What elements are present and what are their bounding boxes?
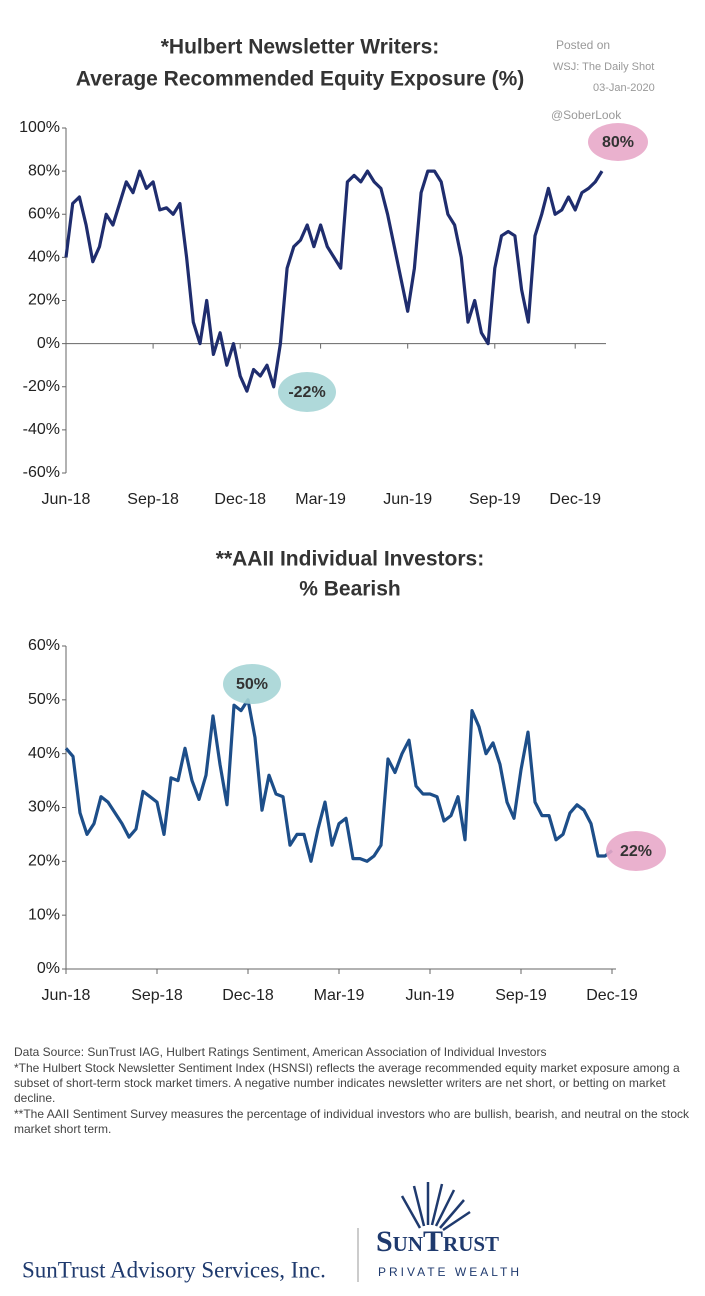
y-tick-label: 50% <box>28 691 60 708</box>
y-tick-label: 40% <box>28 745 60 762</box>
annotation-bubble <box>606 831 666 871</box>
annotation-bubble <box>223 664 281 704</box>
data-line <box>64 169 604 393</box>
y-tick-label: 20% <box>28 853 60 870</box>
y-tick-label: -40% <box>23 421 60 438</box>
annotation-bubble <box>278 372 336 412</box>
watermark: @SoberLook <box>551 108 622 122</box>
chart-title: % Bearish <box>299 578 401 601</box>
y-tick-label: 20% <box>28 292 60 309</box>
logo-company: SunTrust Advisory Services, Inc. <box>22 1257 326 1282</box>
annotation-bubble <box>588 123 648 161</box>
logo-tagline: PRIVATE WEALTH <box>378 1265 522 1279</box>
y-tick-label: 100% <box>19 119 60 136</box>
chart-title: Average Recommended Equity Exposure (%) <box>76 68 525 91</box>
x-tick-label: Sep-19 <box>469 491 521 508</box>
x-tick-label: Jun-18 <box>42 491 91 508</box>
y-tick-label: 10% <box>28 906 60 923</box>
note: **The AAII Sentiment Survey measures the… <box>14 1107 690 1136</box>
x-tick-label: Sep-19 <box>495 987 547 1004</box>
y-tick-label: 0% <box>37 960 60 977</box>
y-tick-label: -20% <box>23 378 60 395</box>
notes: Data Source: SunTrust IAG, Hulbert Ratin… <box>14 1045 699 1138</box>
annotation: 80% <box>602 134 634 151</box>
annotation: 22% <box>620 843 652 860</box>
chart-title: **AAII Individual Investors: <box>216 548 484 571</box>
x-tick-label: Dec-19 <box>549 491 601 508</box>
y-tick-label: 0% <box>37 335 60 352</box>
note: *The Hulbert Stock Newsletter Sentiment … <box>14 1061 680 1105</box>
x-tick-label: Jun-19 <box>406 987 455 1004</box>
annotation: -22% <box>288 384 325 401</box>
logo-brand: SunTrust <box>376 1225 499 1258</box>
y-tick-label: 60% <box>28 205 60 222</box>
x-tick-label: Dec-18 <box>214 491 266 508</box>
y-tick-label: 30% <box>28 799 60 816</box>
annotation: 50% <box>236 676 268 693</box>
watermark: WSJ: The Daily Shot <box>553 61 654 73</box>
x-tick-label: Sep-18 <box>131 987 183 1004</box>
watermark: Posted on <box>556 38 610 52</box>
x-tick-label: Dec-19 <box>586 987 638 1004</box>
data-line <box>64 698 613 863</box>
chart-title: *Hulbert Newsletter Writers: <box>161 36 440 59</box>
watermark: 03-Jan-2020 <box>593 82 655 94</box>
y-tick-label: 40% <box>28 249 60 266</box>
x-tick-label: Sep-18 <box>127 491 179 508</box>
x-tick-label: Jun-19 <box>383 491 432 508</box>
y-tick-label: -60% <box>23 464 60 481</box>
y-tick-label: 60% <box>28 637 60 654</box>
x-tick-label: Dec-18 <box>222 987 274 1004</box>
x-tick-label: Mar-19 <box>314 987 365 1004</box>
logo-rays <box>400 1182 471 1232</box>
note: Data Source: SunTrust IAG, Hulbert Ratin… <box>14 1045 547 1059</box>
x-tick-label: Jun-18 <box>42 987 91 1004</box>
y-tick-label: 80% <box>28 162 60 179</box>
x-tick-label: Mar-19 <box>295 491 346 508</box>
